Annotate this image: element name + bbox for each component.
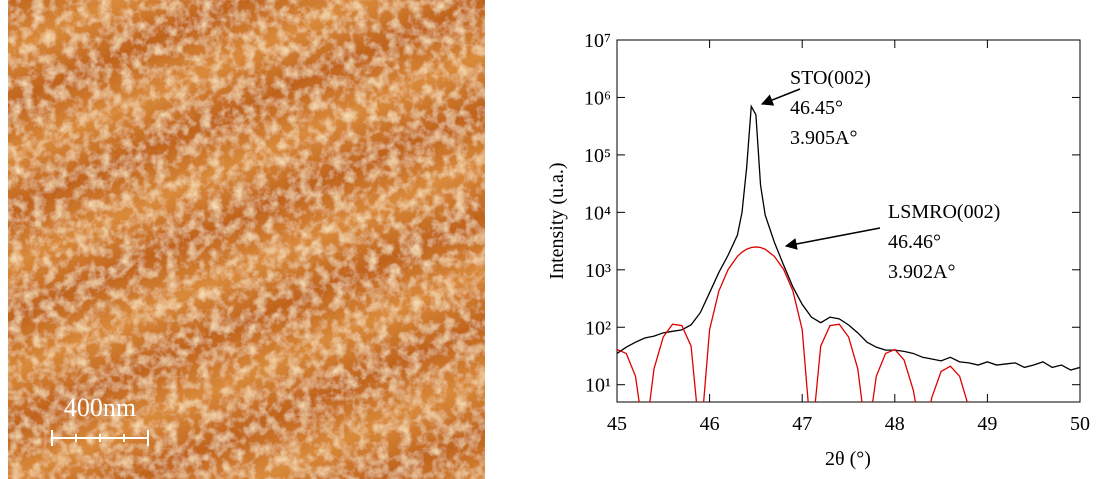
plot-frame xyxy=(616,39,1081,403)
x-tick-label: 48 xyxy=(885,413,905,435)
annotation: LSMRO(002) xyxy=(888,201,1000,223)
afm-image: 400nm xyxy=(8,0,485,479)
x-axis-label: 2θ (°) xyxy=(825,448,871,470)
annotation: 3.905A° xyxy=(790,127,857,149)
y-tick-label: 10⁵ xyxy=(584,145,611,167)
annotation: STO(002) xyxy=(790,67,871,89)
scale-label: 400nm xyxy=(64,393,136,422)
y-tick-label: 10¹ xyxy=(585,375,611,397)
plot-area xyxy=(617,104,1080,402)
scale-bar xyxy=(51,430,149,446)
annotation: 3.902A° xyxy=(888,261,955,283)
annotation: 46.45° xyxy=(790,97,843,119)
y-tick-label: 10⁴ xyxy=(584,202,611,224)
arrow xyxy=(760,88,801,106)
y-tick-label: 10⁶ xyxy=(584,87,611,109)
y-tick-label: 10³ xyxy=(585,260,611,282)
y-tick-label: 10² xyxy=(585,317,611,339)
y-tick-label: 10⁷ xyxy=(584,30,611,52)
x-tick-label: 46 xyxy=(700,413,720,435)
afm-texture xyxy=(8,0,485,479)
x-tick-label: 49 xyxy=(977,413,997,435)
series-line xyxy=(617,104,1080,371)
annotation: 46.46° xyxy=(888,231,941,253)
x-tick-label: 47 xyxy=(792,413,812,435)
arrow xyxy=(784,227,881,250)
y-axis-label: Intensity (u.a.) xyxy=(546,162,568,279)
x-tick-label: 50 xyxy=(1070,413,1090,435)
series-line xyxy=(617,246,968,402)
x-tick-label: 45 xyxy=(607,413,627,435)
